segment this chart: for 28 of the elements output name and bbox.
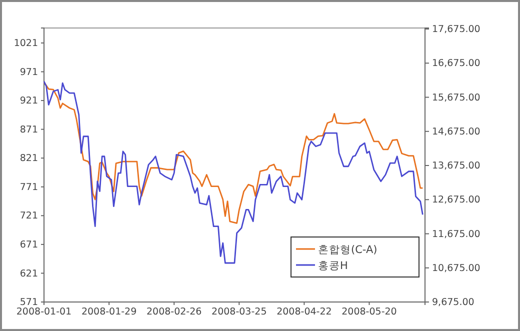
y2-tick-label: 10,675.00 xyxy=(432,262,480,274)
x-tick-label: 2008-03-25 xyxy=(212,306,267,318)
y-tick-label: 571 xyxy=(20,297,38,308)
y-tick-label: 1021 xyxy=(14,38,38,50)
y-tick-label: 621 xyxy=(20,268,38,280)
y-tick-label: 771 xyxy=(20,182,38,193)
x-tick-label: 2008-04-22 xyxy=(276,306,332,318)
line-series xyxy=(43,81,424,224)
y-tick-label: 671 xyxy=(20,239,38,250)
x-tick-label: 2008-02-26 xyxy=(146,306,202,318)
legend-label: 홍콩H xyxy=(318,260,348,272)
y2-tick-label: 16,675.00 xyxy=(432,58,480,70)
x-tick-label: 2008-01-01 xyxy=(16,306,72,318)
y2-tick-label: 13,675.00 xyxy=(432,160,480,172)
y-tick-label: 821 xyxy=(20,153,38,164)
x-tick-label: 2008-05-20 xyxy=(342,306,397,318)
legend-label: 혼합형(C-A) xyxy=(318,244,378,256)
y2-tick-label: 14,675.00 xyxy=(432,126,480,138)
y-tick-label: 871 xyxy=(20,124,38,136)
y2-tick-label: 9,675.00 xyxy=(432,297,474,308)
y2-tick-label: 12,675.00 xyxy=(432,194,480,206)
y2-tick-label: 15,675.00 xyxy=(432,92,480,104)
y-tick-label: 721 xyxy=(20,210,38,222)
x-tick-label: 2008-01-29 xyxy=(81,306,137,318)
y2-tick-label: 11,675.00 xyxy=(432,228,480,240)
y-tick-label: 971 xyxy=(20,66,38,78)
y-tick-label: 921 xyxy=(20,96,38,107)
y2-tick-label: 17,675.00 xyxy=(432,24,480,36)
